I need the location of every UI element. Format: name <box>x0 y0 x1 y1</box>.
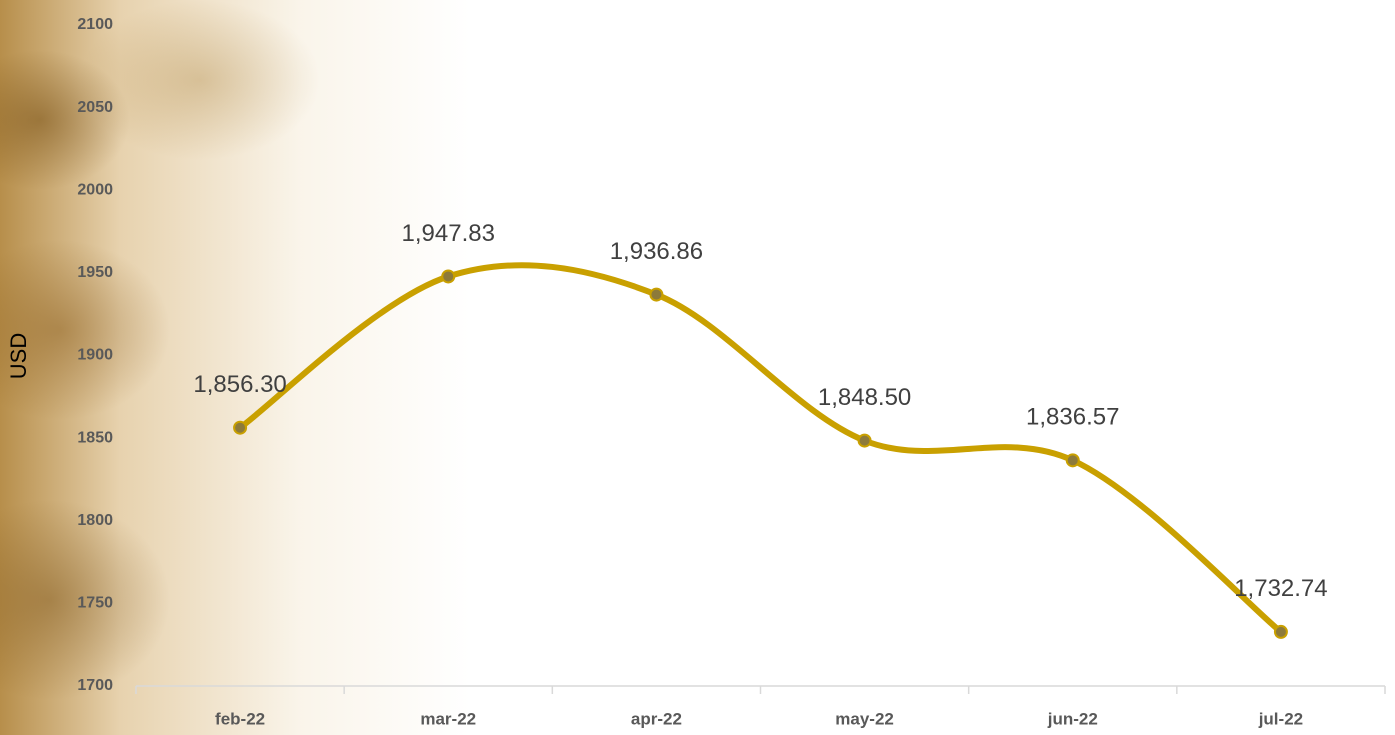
chart: USD 1700 1750 1800 1850 1900 1950 2000 2050 2100… <box>0 0 1395 735</box>
x-tick-label: mar-22 <box>420 709 476 728</box>
x-tick-label: apr-22 <box>631 709 682 728</box>
data-label: 1,848.50 <box>818 384 911 411</box>
marker <box>1067 454 1079 466</box>
y-tick-label: 1900 <box>77 347 113 364</box>
marker <box>1275 626 1287 638</box>
line <box>240 265 1281 632</box>
page: USD 1700 1750 1800 1850 1900 1950 2000 2050 2100… <box>0 0 1395 735</box>
y-tick-label: 2000 <box>77 181 113 198</box>
data-label: 1,856.30 <box>193 371 286 398</box>
data-label: 1,947.83 <box>402 220 495 247</box>
data-label: 1,732.74 <box>1234 575 1327 602</box>
y-tick-label: 2100 <box>77 16 113 33</box>
y-tick-label: 1800 <box>77 512 113 529</box>
marker <box>650 289 662 301</box>
y-axis-label: USD <box>6 333 31 379</box>
x-tick-label: may-22 <box>835 709 894 728</box>
x-tick-label: jul-22 <box>1258 709 1303 728</box>
marker <box>859 435 871 447</box>
y-tick-label: 2050 <box>77 99 113 116</box>
y-tick-label: 1700 <box>77 677 113 694</box>
y-tick-label: 1750 <box>77 595 113 612</box>
x-tick-label: feb-22 <box>215 709 265 728</box>
y-tick-label: 1950 <box>77 264 113 281</box>
data-label: 1,936.86 <box>610 238 703 265</box>
y-tick-label: 1850 <box>77 429 113 446</box>
marker <box>442 270 454 282</box>
data-label: 1,836.57 <box>1026 404 1119 431</box>
x-tick-label: jun-22 <box>1047 709 1098 728</box>
marker <box>234 422 246 434</box>
